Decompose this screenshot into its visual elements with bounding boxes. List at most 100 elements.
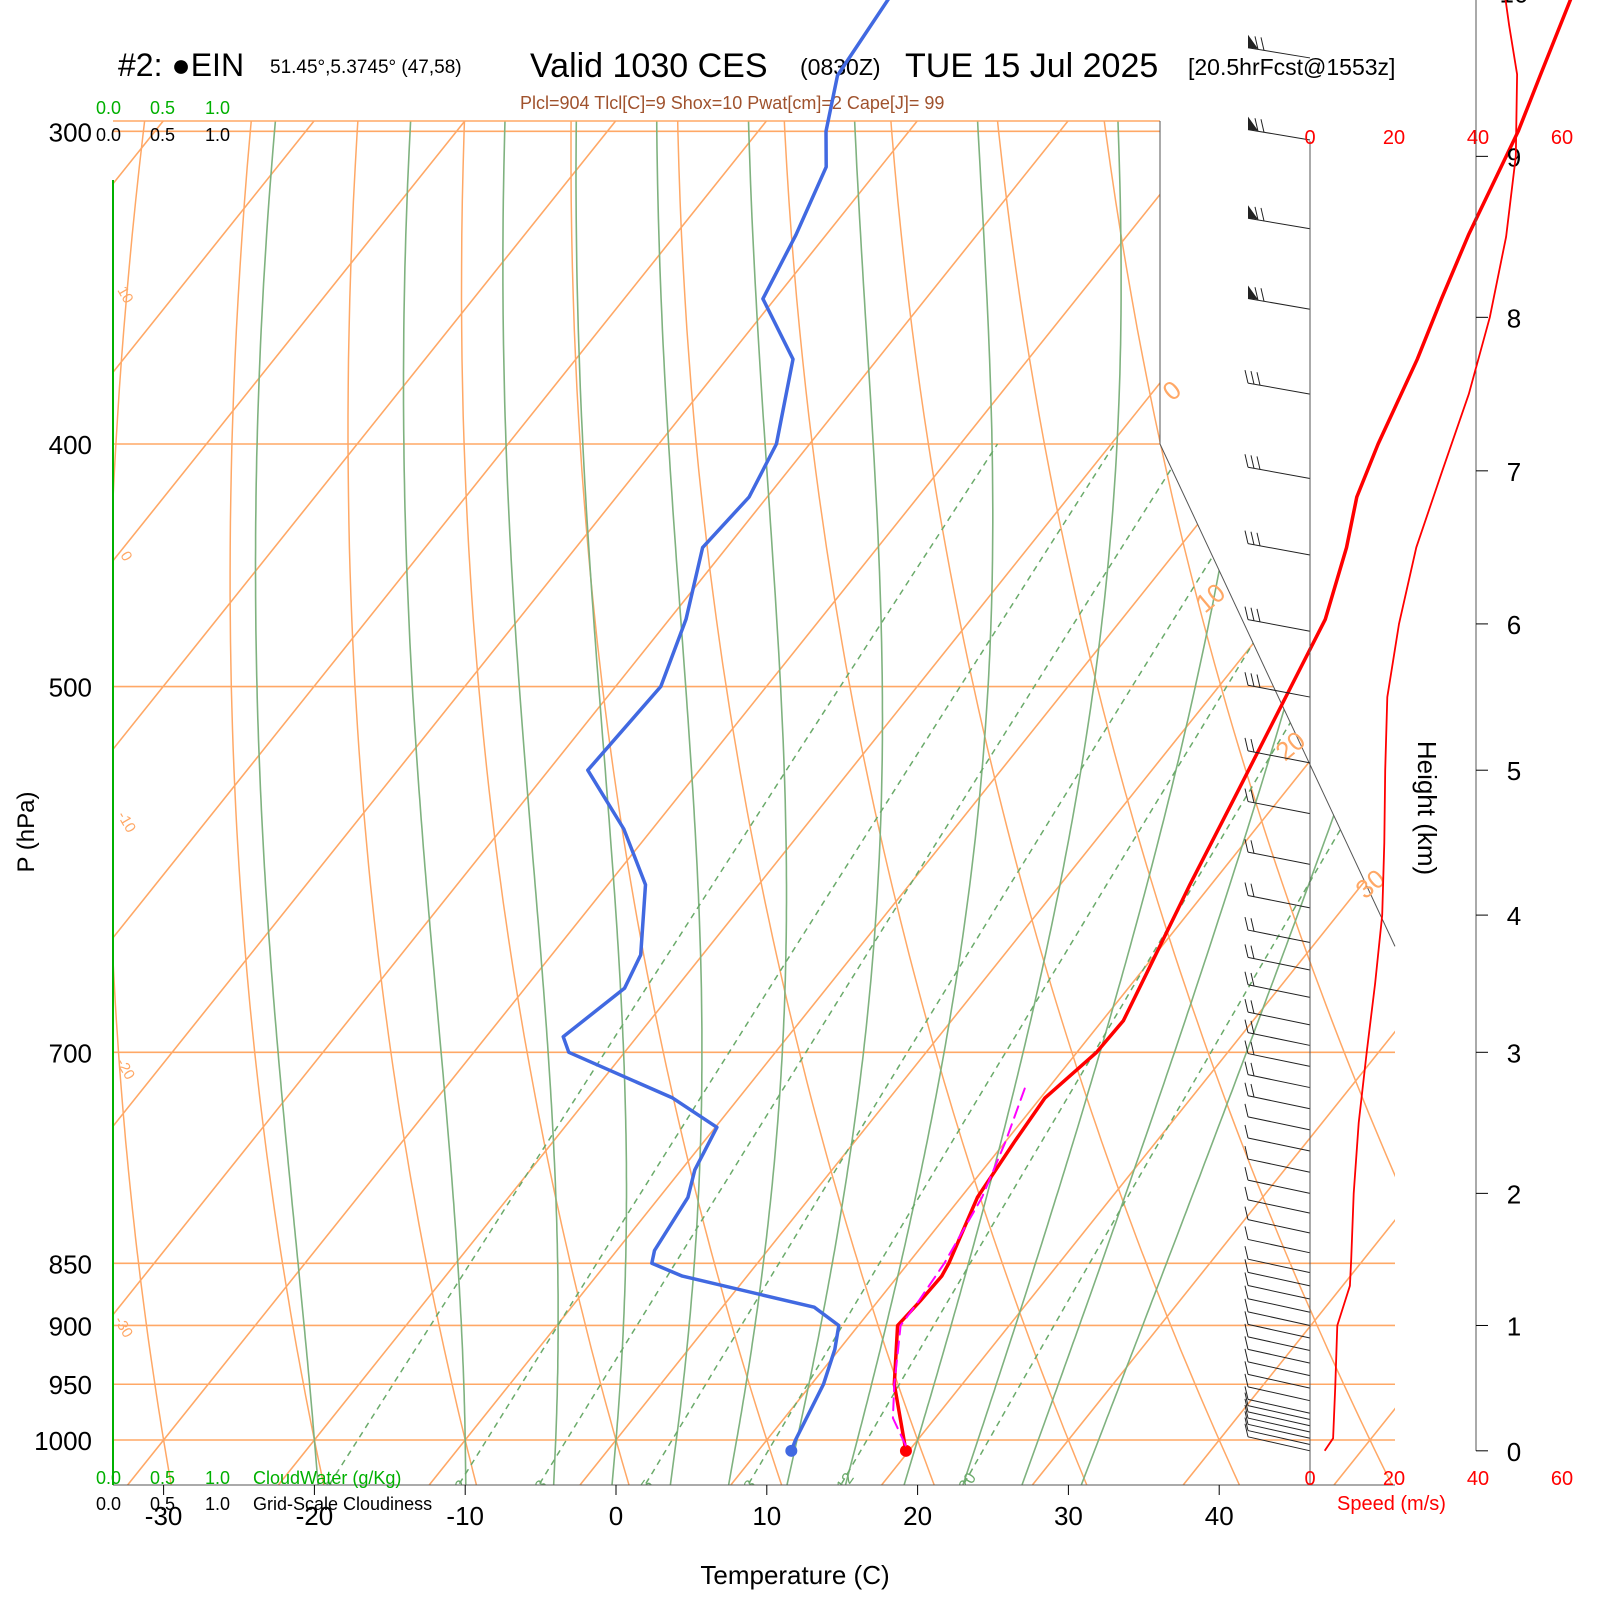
speed-tick-bottom: 60	[1551, 1468, 1573, 1490]
wind-barb-feather	[1244, 1040, 1249, 1054]
x-tick-label: -30	[145, 1501, 183, 1531]
dry-adiabat	[778, 121, 1091, 1485]
speed-profile	[1323, 0, 1519, 1452]
wind-barb-feather	[1250, 673, 1255, 687]
wind-barb-flag	[1248, 205, 1258, 220]
mixing-ratio-line	[323, 443, 999, 1485]
wind-barb-shaft	[1247, 1158, 1311, 1173]
cloud-scale-bottom-black-2: 1.0	[205, 1494, 230, 1514]
wind-barb-shaft	[1247, 1398, 1311, 1414]
wind-barb-feather	[1244, 1206, 1249, 1220]
wind-barb-feather	[1250, 607, 1255, 621]
x-tick-label: 40	[1205, 1501, 1234, 1531]
mixing-ratio-label: 2	[452, 1477, 471, 1494]
wind-barb-shaft	[1247, 382, 1311, 395]
mixing-ratio-line	[452, 443, 1116, 1485]
speed-tick-top: 60	[1551, 127, 1573, 149]
wind-barb-feather	[1254, 287, 1259, 301]
height-axis-label: Height (km)	[1412, 741, 1442, 875]
moist-adiabat	[502, 121, 559, 1485]
wind-barb-shaft	[1247, 984, 1311, 998]
x-tick-label: -20	[296, 1501, 334, 1531]
wind-barb-feather	[1250, 1020, 1255, 1035]
wind-barb-feather	[1254, 206, 1259, 221]
wind-barb-shaft	[1247, 851, 1311, 865]
wind-barb-feather	[1244, 788, 1249, 802]
wind-barb-feather	[1244, 1348, 1249, 1362]
wind-barb-feather	[1256, 608, 1261, 622]
mixing-ratio-line	[958, 443, 1395, 1485]
x-tick-label: 20	[903, 1501, 932, 1531]
mixing-ratio-label: 8	[741, 1477, 760, 1494]
wind-barb-feather	[1250, 531, 1255, 545]
wind-barb-shaft	[1247, 129, 1311, 141]
wind-barb-shaft	[1247, 543, 1311, 556]
wind-barb-feather	[1244, 999, 1249, 1013]
wind-barb-shaft	[1247, 1271, 1311, 1287]
valid-time: Valid 1030 CES	[530, 47, 768, 85]
mixing-ratio-line	[742, 443, 1376, 1485]
wind-barb-feather	[1244, 1323, 1249, 1337]
series-parcel	[891, 1081, 1028, 1447]
wind-barb-feather	[1244, 1246, 1249, 1260]
moist-adiabat	[784, 121, 884, 1485]
wind-barb-feather	[1260, 288, 1265, 302]
height-tick-label: 3	[1507, 1038, 1521, 1068]
wind-barb-feather	[1244, 672, 1249, 686]
wind-barb-feather	[1250, 918, 1255, 932]
isotherm	[113, 121, 767, 1485]
isotherm	[422, 121, 1395, 1485]
wind-barb-feather	[1244, 369, 1249, 384]
isotherm-label: 0	[1157, 374, 1187, 406]
cloud-scale-bottom-black-1: 0.5	[150, 1494, 175, 1514]
stability-indices: Plcl=904 Tlcl[C]=9 Shox=10 Pwat[cm]=2 Ca…	[520, 93, 945, 113]
wind-barb-feather	[1244, 1361, 1249, 1375]
series-dewpoint	[561, 0, 890, 1453]
wind-barb-shaft	[1247, 1258, 1311, 1274]
station-title: #2: ●EIN	[118, 47, 245, 83]
wind-barb-feather	[1256, 456, 1261, 470]
forecast-info: [20.5hrFcst@1553z]	[1188, 54, 1396, 80]
wind-barb-feather	[1260, 207, 1265, 222]
wind-barb-feather	[1256, 532, 1261, 546]
cloud-scale-top-green-0: 0.0	[96, 98, 121, 118]
isotherm	[1326, 121, 1395, 1485]
isotherm-label: 30	[1350, 863, 1391, 905]
mixing-ratio-label: 20	[956, 1470, 980, 1494]
wind-barb-shaft	[1247, 1386, 1311, 1402]
mixing-ratio-label: 1	[323, 1477, 342, 1494]
wind-barb-shaft	[1247, 1238, 1311, 1254]
dry-adiabat	[570, 121, 786, 1485]
moist-adiabat	[575, 121, 628, 1485]
wind-barb-feather	[1250, 883, 1255, 897]
wind-barb-shaft	[1247, 1179, 1311, 1194]
wind-barb-flag	[1248, 285, 1258, 300]
wind-barb-shaft	[1247, 217, 1311, 230]
wind-barb-shaft	[1247, 1116, 1311, 1131]
height-tick-label: 7	[1507, 457, 1521, 487]
speed-axis-label: Speed (m/s)	[1337, 1493, 1446, 1515]
wind-barb-shaft	[1247, 1323, 1311, 1339]
dry-adiabat	[460, 121, 633, 1485]
wind-barb-shaft	[1247, 297, 1311, 310]
speed-tick-bottom: 0	[1304, 1468, 1315, 1490]
wind-barb-feather	[1250, 840, 1255, 854]
wind-barb-feather	[1244, 1272, 1249, 1286]
y-axis-label: P (hPa)	[13, 792, 40, 873]
height-tick-label: 2	[1507, 1179, 1521, 1209]
x-tick-label: 10	[752, 1501, 781, 1531]
height-tick-label: 6	[1507, 610, 1521, 640]
dry-adiabat	[113, 121, 174, 1485]
wind-barb-feather	[1244, 1167, 1249, 1181]
wind-barb-shaft	[1247, 1199, 1311, 1214]
wind-barb-feather	[1250, 1062, 1255, 1077]
wind-barb-feather	[1250, 455, 1255, 469]
wind-barb-flag	[1248, 116, 1258, 131]
theta-label: -10	[114, 809, 140, 836]
wind-barb-shaft	[1247, 1032, 1311, 1046]
x-tick-label: -10	[446, 1501, 484, 1531]
mixing-ratio-line	[639, 443, 1284, 1485]
wind-barb-feather	[1254, 36, 1259, 50]
